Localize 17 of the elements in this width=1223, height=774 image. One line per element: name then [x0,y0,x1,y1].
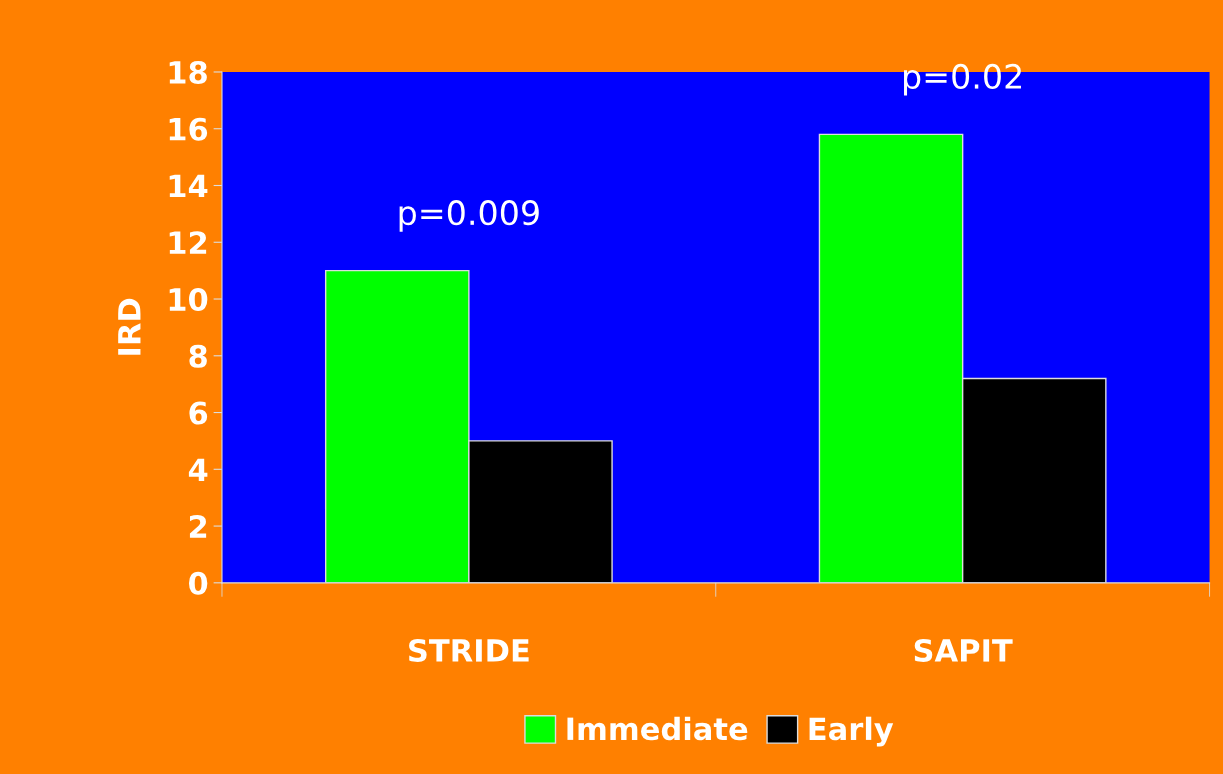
y-tick-label: 6 [189,401,208,425]
annotation: p=0.009 [399,200,539,232]
y-tick-label: 8 [189,344,207,368]
y-tick-label: 14 [169,174,208,198]
y-axis-title: IRD [118,298,141,355]
y-tick-label: 4 [188,458,208,481]
legend-label: Immediate [567,716,748,741]
y-tick-label: 10 [169,287,208,312]
y-tick-label: 2 [189,514,207,538]
y-tick-label: 18 [169,60,207,85]
x-tick-label: STRIDE [409,638,529,663]
annotation: p=0.02 [904,63,1021,96]
x-tick-label: SAPIT [914,638,1013,663]
y-tick-label: 0 [188,571,208,595]
legend-label: Early [809,716,894,747]
y-tick-label: 16 [169,117,208,141]
y-tick-label: 12 [169,231,207,254]
